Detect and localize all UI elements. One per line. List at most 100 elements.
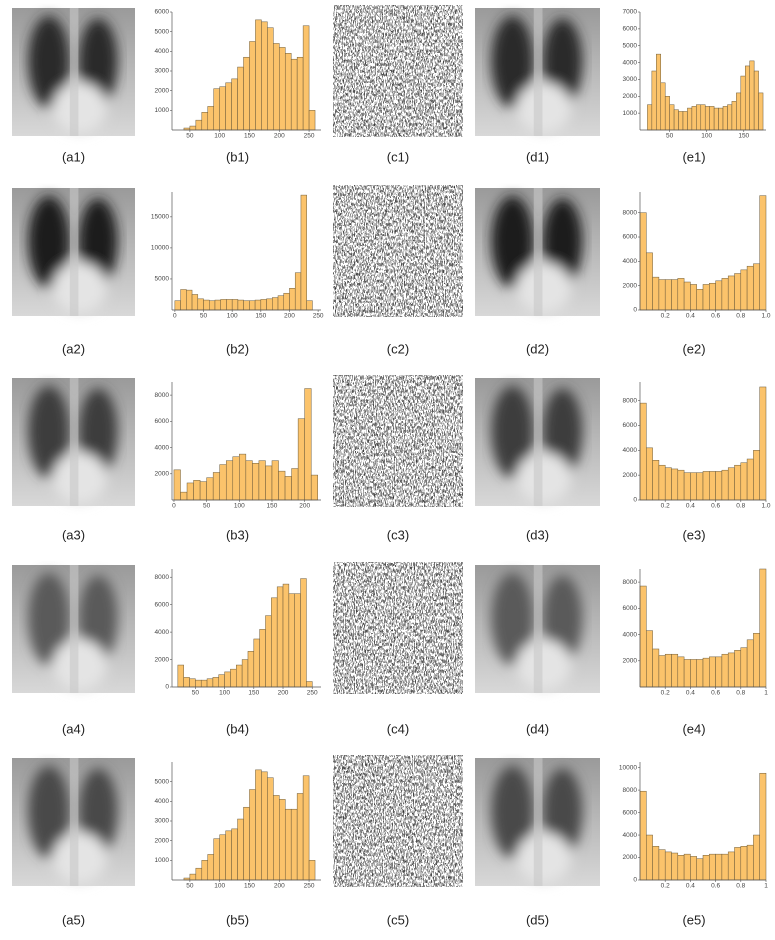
bar	[232, 456, 240, 501]
bar	[230, 668, 237, 688]
lung-right	[542, 198, 583, 286]
bar	[721, 469, 729, 501]
bar	[291, 468, 299, 501]
bar	[696, 104, 702, 131]
bar	[245, 460, 253, 501]
y-tick-label: 7000	[623, 9, 638, 16]
bar	[709, 471, 716, 501]
y-tick-label: 6000	[623, 234, 638, 241]
lung-left	[491, 15, 534, 108]
y-tick-label: 5000	[155, 276, 170, 283]
bar	[734, 464, 742, 501]
scrambled-image	[333, 5, 463, 137]
spine	[69, 8, 79, 136]
x-tick-label: 1	[764, 690, 768, 697]
y-tick-label: 6000	[623, 605, 638, 612]
lung-left	[27, 765, 70, 858]
y-tick-label: 1000	[155, 857, 170, 864]
bar	[243, 806, 250, 881]
x-tick-label: 100	[214, 133, 225, 140]
panel-caption: (e3)	[682, 527, 705, 542]
bar	[219, 834, 226, 881]
y-tick-label: 5000	[155, 778, 170, 785]
heart	[516, 82, 572, 134]
bar	[673, 109, 679, 131]
x-tick-label: 0.6	[711, 313, 720, 320]
lung-right	[78, 18, 118, 106]
y-tick-label: 2000	[155, 470, 170, 477]
bar	[734, 650, 742, 688]
y-tick-label: 3000	[623, 76, 638, 83]
bar	[709, 656, 716, 688]
x-tick-label: 150	[244, 133, 255, 140]
y-tick-label: 8000	[623, 397, 638, 404]
spine	[533, 8, 543, 136]
bar	[740, 462, 748, 501]
x-tick-label: 0.4	[686, 503, 695, 510]
bar	[237, 299, 244, 311]
lung-left	[27, 572, 70, 665]
bar	[713, 107, 719, 131]
xray-lungs	[27, 572, 118, 691]
y-tick-label: 4000	[155, 48, 170, 55]
bar	[753, 263, 760, 311]
bar	[671, 852, 679, 881]
y-tick-label: 10000	[151, 245, 169, 252]
bar	[734, 273, 742, 311]
y-tick-label: 3000	[155, 818, 170, 825]
bar	[279, 47, 286, 131]
y-tick-label: 6000	[623, 26, 638, 33]
heart	[516, 262, 572, 314]
y-tick-label: 8000	[155, 392, 170, 399]
spine	[533, 565, 543, 693]
bar	[677, 278, 685, 311]
bar	[249, 41, 256, 131]
bar	[715, 853, 723, 881]
bar	[265, 465, 273, 501]
bar	[727, 652, 735, 688]
bar	[702, 855, 710, 881]
xray-lungs	[491, 572, 583, 691]
bar	[195, 119, 203, 131]
bar	[249, 789, 256, 881]
x-tick-label: 0.4	[686, 690, 695, 697]
x-tick-label: 1.0	[761, 313, 770, 320]
bar	[683, 281, 691, 311]
bar	[284, 808, 292, 881]
lung-right	[542, 575, 583, 663]
heart	[516, 639, 572, 691]
bar	[265, 615, 272, 688]
histogram: 0.2 0.4 0.6 0.8 1 0 2000 4000 6000 8000 10000	[619, 762, 768, 890]
panel-caption: (c1)	[387, 149, 409, 164]
histogram: 50 100 150 200 250 1000 2000 3000 4000 5000 6000	[155, 9, 321, 140]
y-tick-label: 4000	[155, 444, 170, 451]
histogram: 50 100 150 200 250 0 2000 4000 6000 8000	[155, 569, 321, 697]
panel-caption: (b3)	[226, 527, 249, 542]
xray-image	[12, 378, 135, 506]
bar	[195, 679, 202, 688]
bar	[646, 252, 653, 311]
bar	[261, 21, 268, 131]
bar	[682, 111, 688, 131]
bar	[225, 82, 232, 131]
bar	[219, 86, 226, 131]
y-tick-label: 5000	[155, 28, 170, 35]
panel-caption: (d5)	[526, 912, 549, 927]
bar	[310, 474, 318, 501]
xray-image	[475, 565, 600, 693]
bar	[297, 418, 305, 501]
bar	[300, 194, 307, 311]
panel-caption: (e5)	[682, 912, 705, 927]
bar	[271, 460, 279, 501]
bar	[224, 671, 231, 688]
bar	[243, 56, 250, 131]
x-tick-label: 100	[219, 690, 230, 697]
lung-left	[491, 765, 534, 858]
bar	[749, 60, 755, 131]
panel-caption: (d4)	[526, 721, 549, 736]
bar	[721, 853, 729, 881]
xray-lungs	[491, 385, 583, 504]
panel-caption: (d2)	[526, 341, 549, 356]
bar	[702, 471, 710, 501]
bar	[715, 656, 723, 688]
